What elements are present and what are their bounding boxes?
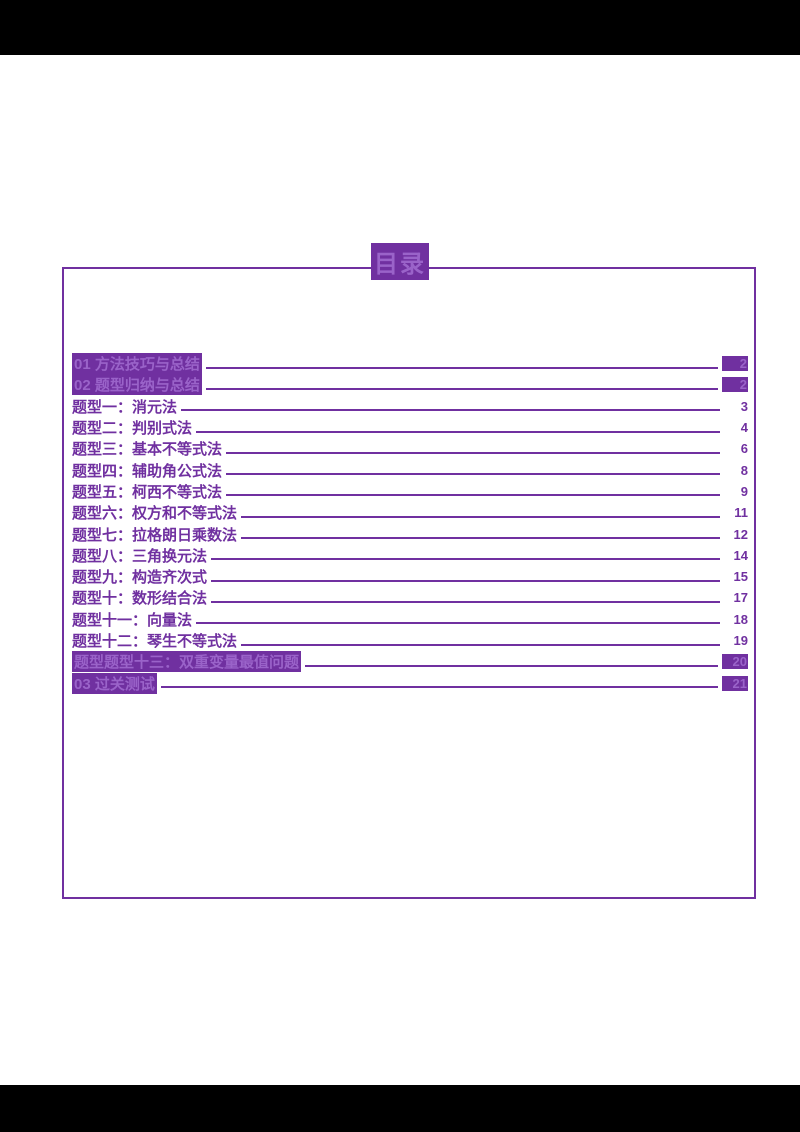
toc-leader-line [211, 558, 720, 561]
toc-page-number: 17 [733, 590, 748, 606]
toc-entry-label: 题型十：数形结合法 [72, 590, 208, 608]
toc-entry[interactable]: 题型三：基本不等式法 6 [72, 438, 748, 459]
toc-entry[interactable]: 题型七：拉格朗日乘数法 12 [72, 523, 748, 544]
toc-entry[interactable]: 题型十二：琴生不等式法 19 [72, 630, 748, 651]
toc-entry-label: 题型十二：琴生不等式法 [72, 633, 238, 650]
toc-page-number: 11 [734, 505, 748, 521]
toc-entry-label: 03 过关测试 [72, 672, 157, 694]
toc-title: 目录 [371, 243, 429, 280]
toc-leader-line [205, 366, 718, 369]
toc-entry[interactable]: 02 题型归纳与总结 2 [72, 374, 748, 396]
toc-entry-label: 题型九：构造齐次式 [72, 569, 208, 587]
toc-leader-line [196, 430, 720, 433]
toc-page-number: 2 [722, 377, 748, 393]
toc-leader-line [226, 451, 720, 454]
toc-page-number: 20 [722, 654, 748, 670]
toc-leader-line [241, 537, 720, 540]
toc-entry-label: 题型三：基本不等式法 [72, 441, 223, 459]
toc-entry[interactable]: 03 过关测试 21 [72, 672, 748, 694]
toc-entry-label: 题型十一：向量法 [72, 611, 193, 629]
toc-entry[interactable]: 题型十：数形结合法 17 [72, 587, 748, 608]
toc-page-number: 4 [740, 420, 748, 436]
toc-leader-line [211, 600, 720, 603]
toc-entry-label: 题型四：辅助角公式法 [72, 462, 223, 480]
toc-entry-label: 题型一：消元法 [72, 398, 178, 416]
toc-entry[interactable]: 题型十一：向量法 18 [72, 609, 748, 630]
toc-entry[interactable]: 题型题型十三：双重变量最值问题 20 [72, 651, 748, 673]
toc-entry-label: 题型六：权方和不等式法 [72, 505, 238, 523]
toc-leader-line [305, 664, 718, 667]
toc-leader-line [181, 409, 720, 412]
toc-leader-line [160, 686, 718, 689]
toc-page-number: 14 [733, 547, 748, 563]
toc-page-number: 9 [740, 483, 748, 499]
toc-page-number: 15 [733, 569, 748, 585]
toc-page-number: 19 [733, 633, 748, 648]
toc-entry-label: 题型二：判别式法 [72, 420, 193, 438]
toc-entry[interactable]: 01 方法技巧与总结 2 [72, 353, 748, 375]
toc-page-number: 2 [722, 356, 748, 372]
toc-leader-line [241, 515, 720, 518]
toc-entry-label: 题型五：柯西不等式法 [72, 483, 223, 501]
toc-entry[interactable]: 题型一：消元法 3 [72, 396, 748, 417]
toc-leader-line [241, 643, 720, 646]
toc-page-number: 18 [733, 611, 748, 627]
toc-entry-label: 02 题型归纳与总结 [72, 374, 202, 396]
toc-leader-line [211, 579, 720, 582]
toc-page-number: 8 [740, 462, 748, 478]
toc-entry[interactable]: 题型六：权方和不等式法 11 [72, 502, 748, 523]
toc-leader-line [196, 622, 720, 625]
toc-entry-label: 题型题型十三：双重变量最值问题 [72, 651, 302, 673]
toc-entry-label: 题型七：拉格朗日乘数法 [72, 526, 238, 544]
toc-leader-line [226, 494, 720, 497]
toc-entry[interactable]: 题型四：辅助角公式法 8 [72, 459, 748, 480]
toc-page-number: 12 [733, 526, 748, 542]
toc-leader-line [205, 387, 718, 390]
toc-entry[interactable]: 题型九：构造齐次式 15 [72, 566, 748, 587]
toc-entry-label: 题型八：三角换元法 [72, 547, 208, 565]
toc-leader-line [226, 473, 720, 476]
toc-entry[interactable]: 题型二：判别式法 4 [72, 417, 748, 438]
toc-list: 01 方法技巧与总结 2 02 题型归纳与总结 2 题型一：消元法 3 题型二：判别式法 4 题… [72, 353, 748, 694]
document-page: 目录 01 方法技巧与总结 2 02 题型归纳与总结 2 题型一：消元法 3 题型二：判别式… [0, 55, 800, 1085]
toc-entry[interactable]: 题型五：柯西不等式法 9 [72, 481, 748, 502]
toc-page-number: 6 [740, 441, 748, 457]
toc-entry[interactable]: 题型八：三角换元法 14 [72, 545, 748, 566]
toc-entry-label: 01 方法技巧与总结 [72, 353, 202, 375]
toc-page-number: 21 [722, 675, 748, 691]
toc-page-number: 3 [740, 398, 748, 414]
